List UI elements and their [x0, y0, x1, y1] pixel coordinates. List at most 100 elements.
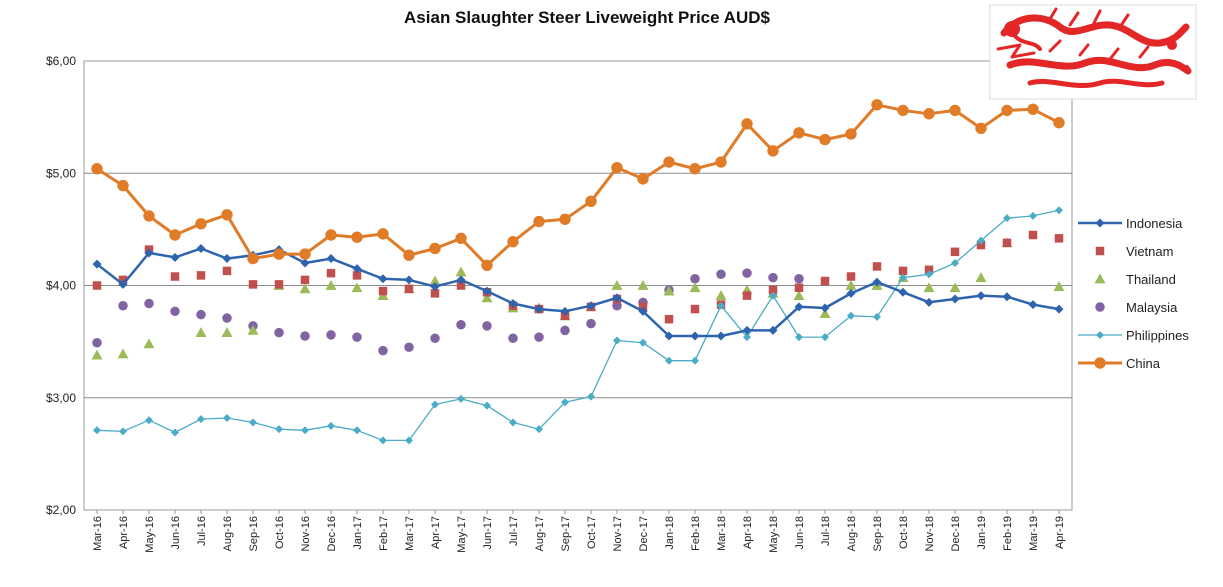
data-point-china [299, 248, 311, 260]
data-point-malaysia [716, 269, 726, 280]
x-tick-label: Aug-16 [222, 516, 234, 551]
data-point-vietnam [274, 280, 284, 289]
data-point-china [689, 163, 701, 175]
data-point-indonesia [326, 254, 336, 264]
data-point-malaysia [118, 300, 128, 311]
data-point-malaysia [170, 306, 180, 317]
data-point-indonesia [742, 325, 752, 335]
data-point-vietnam [950, 247, 960, 257]
data-point-vietnam [664, 314, 674, 324]
data-point-indonesia [638, 306, 648, 316]
data-point-thailand [455, 266, 467, 277]
y-tick-label: $6,00 [46, 54, 76, 68]
data-point-china [429, 242, 441, 255]
data-point-indonesia [820, 303, 830, 313]
data-point-indonesia [950, 294, 960, 304]
data-point-vietnam [222, 266, 232, 276]
data-point-thailand [117, 348, 129, 359]
data-point-malaysia [430, 333, 440, 344]
data-point-philippines [795, 333, 803, 342]
data-point-philippines [665, 356, 673, 365]
data-point-china [455, 232, 467, 245]
x-tick-label: Sep-18 [872, 516, 884, 551]
data-point-thailand [351, 282, 363, 293]
data-point-vietnam [1054, 234, 1064, 243]
data-point-indonesia [612, 293, 622, 303]
data-point-china [403, 249, 415, 261]
data-point-thailand [247, 324, 259, 335]
data-point-vietnam [404, 284, 414, 294]
data-point-vietnam [1028, 230, 1038, 240]
data-point-malaysia [534, 332, 544, 342]
x-tick-label: Jul-16 [196, 516, 208, 546]
data-point-thailand [143, 338, 155, 349]
data-point-indonesia [976, 291, 986, 301]
data-point-philippines [873, 312, 881, 321]
x-tick-label: Jul-17 [508, 516, 520, 546]
data-point-thailand [663, 285, 675, 296]
data-point-thailand [845, 280, 857, 290]
data-point-thailand [221, 327, 233, 338]
data-point-indonesia [1002, 292, 1012, 302]
data-point-philippines [457, 394, 465, 403]
data-point-china [741, 118, 753, 130]
data-point-philippines [899, 273, 907, 282]
x-tick-label: Jun-16 [170, 516, 182, 550]
data-point-thailand [481, 292, 493, 303]
data-point-philippines [1003, 214, 1011, 223]
data-point-vietnam [170, 272, 180, 281]
data-point-philippines [691, 356, 699, 365]
data-point-philippines [977, 236, 985, 245]
data-point-china [897, 104, 909, 117]
data-point-china [247, 252, 259, 265]
data-point-philippines [769, 291, 777, 300]
series-line-china [96, 103, 1060, 267]
x-tick-label: Mar-18 [716, 516, 728, 551]
data-point-china [949, 104, 961, 117]
data-point-china [195, 218, 207, 230]
data-point-vietnam [924, 265, 934, 275]
data-point-china [715, 156, 727, 168]
data-point-indonesia [768, 325, 778, 335]
legend-marker-indonesia [1095, 218, 1105, 228]
legend-label-china: China [1126, 356, 1161, 371]
x-tick-label: Mar-19 [1028, 516, 1040, 551]
y-tick-label: $4,00 [46, 279, 76, 293]
x-tick-label: Oct-16 [274, 516, 286, 549]
data-point-indonesia [586, 301, 596, 311]
data-point-china [663, 156, 675, 168]
data-point-thailand [715, 290, 727, 301]
data-point-vietnam [326, 268, 336, 278]
data-point-indonesia [404, 275, 414, 285]
data-point-vietnam [1002, 238, 1012, 248]
x-tick-label: Jun-18 [794, 516, 806, 550]
x-tick-label: Jan-19 [976, 516, 988, 550]
data-point-china [923, 108, 935, 120]
legend-marker-thailand [1094, 273, 1106, 284]
x-tick-label: May-18 [768, 516, 780, 553]
data-point-malaysia [300, 331, 310, 341]
data-point-philippines [119, 427, 127, 436]
data-point-thailand [325, 280, 337, 290]
data-point-indonesia [534, 304, 544, 314]
data-point-indonesia [378, 274, 388, 284]
plot-area: $2,00 $3,00 $4,00 $5,00 $6,00 Mar-16 Apr-16 May… [46, 54, 1073, 553]
y-tick-label: $5,00 [46, 166, 76, 180]
data-point-thailand [1053, 281, 1065, 292]
data-point-china [975, 122, 987, 135]
dragon-logo [989, 4, 1197, 100]
data-point-malaysia [612, 300, 622, 311]
legend-label-thailand: Thailand [1126, 272, 1176, 287]
data-point-philippines [639, 338, 647, 347]
data-point-philippines [301, 426, 309, 435]
legend-marker-malaysia [1095, 302, 1105, 312]
x-tick-label: Jan-17 [352, 516, 364, 550]
data-point-philippines [925, 270, 933, 279]
data-point-vietnam [300, 275, 310, 285]
x-tick-label: Mar-17 [404, 516, 416, 551]
data-point-indonesia [222, 254, 232, 264]
data-point-vietnam [976, 240, 986, 250]
data-point-indonesia [924, 297, 934, 307]
data-point-philippines [249, 418, 257, 427]
